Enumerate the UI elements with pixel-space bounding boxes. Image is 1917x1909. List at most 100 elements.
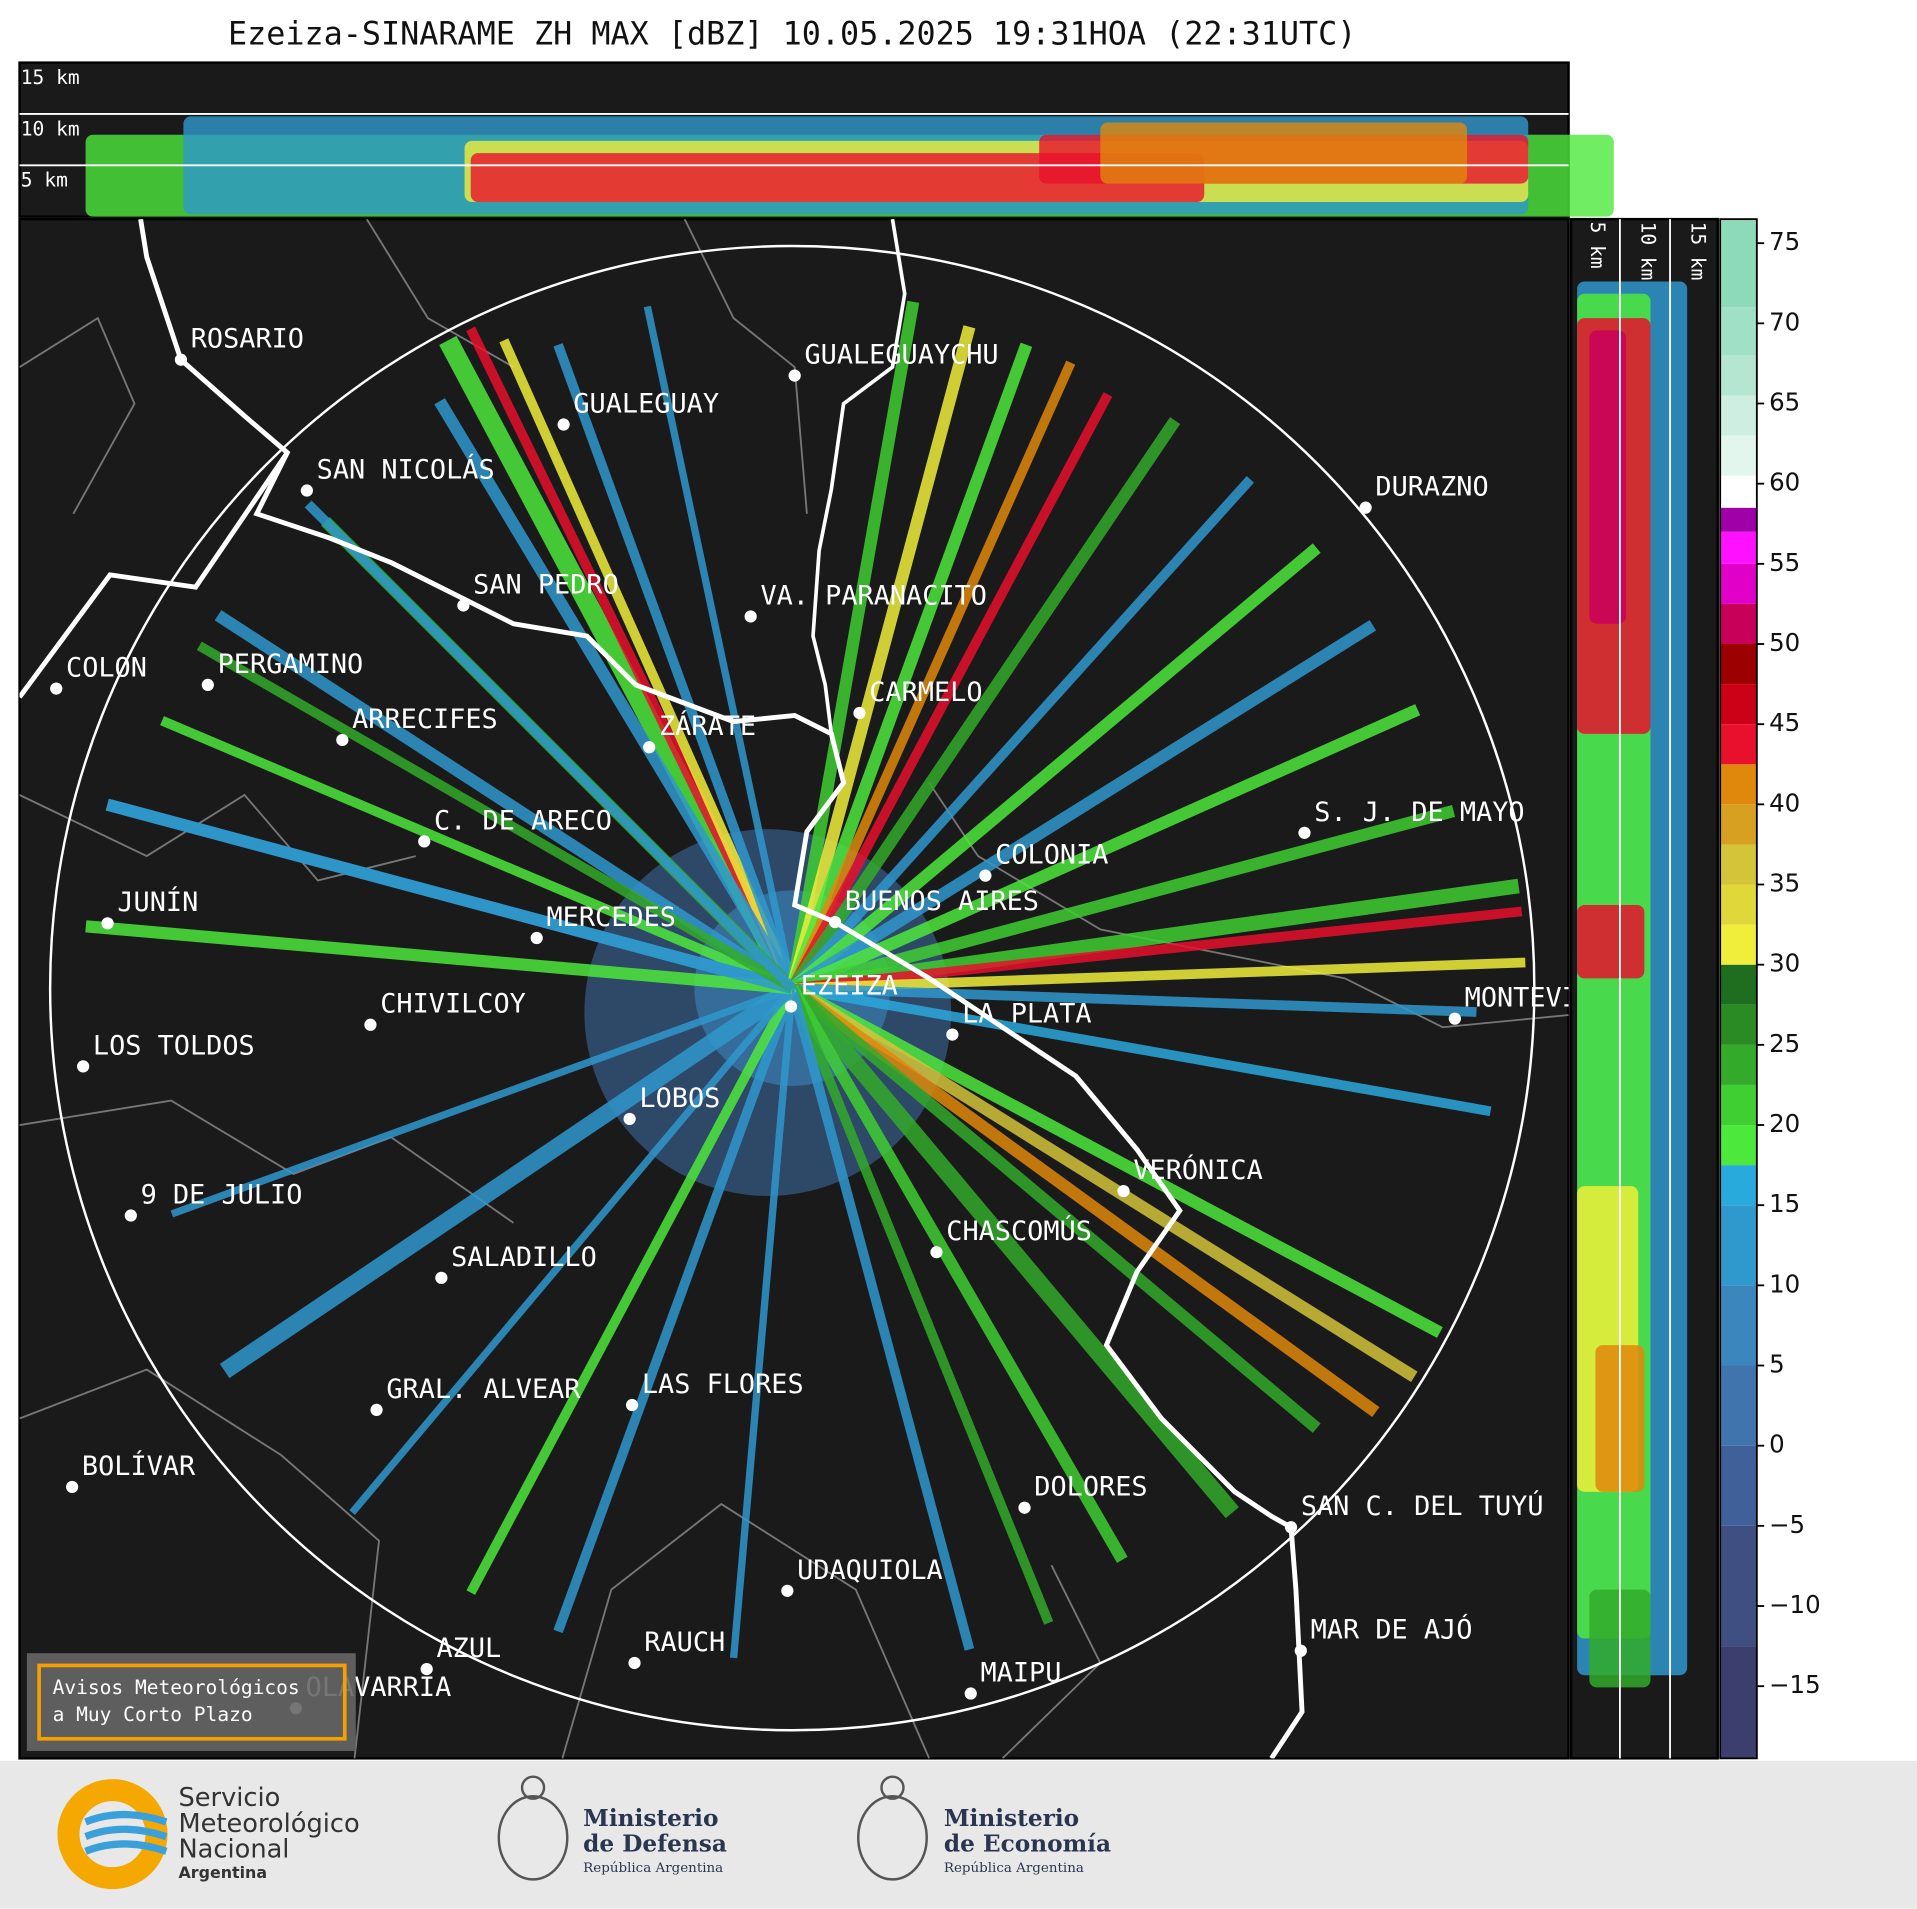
km-label: 15 km [1686,222,1709,281]
echo-ray [553,986,797,1634]
color-step [1720,1285,1757,1366]
echo-ray [466,985,797,1595]
rivers [19,219,1305,1759]
city-label: UDAQUIOLA [797,1555,943,1586]
city-dot [50,682,63,695]
city-dot [101,917,114,930]
city-dot [77,1060,90,1073]
title: Ezeiza-SINARAME ZH MAX [dBZ] 10.05.2025 … [228,17,1356,53]
city-label: 9 DE JULIO [141,1179,303,1210]
echo-ray [643,305,796,989]
city-label: DURAZNO [1375,472,1488,503]
color-step [1720,1004,1757,1045]
echo-ray [788,476,1254,992]
city-dot [300,484,313,497]
city-label: EZEIZA [801,970,898,1001]
city-label: SAN PEDRO [473,569,619,600]
city-dot [784,1000,798,1013]
city-dot [1448,1012,1461,1025]
echo-ray [785,982,1239,1519]
city-dot [124,1209,137,1222]
color-step [1720,507,1757,532]
color-step [1720,1125,1757,1166]
city-label: LOS TOLDOS [93,1030,255,1061]
city-dot [1284,1521,1298,1534]
echo-ray [499,338,797,991]
color-step [1720,644,1757,685]
city-dot [828,915,842,929]
km-label: 5 km [21,169,68,192]
city-dot [788,369,801,382]
tick-label: 60 [1769,468,1800,497]
city-label: SAN NICOLÁS [317,453,495,485]
city-label: CHIVILCOY [380,989,526,1020]
city-label: RAUCH [644,1627,725,1658]
echo-ray [787,360,1076,991]
city-label: MONTEVIDEO [1465,983,1627,1014]
echo-ray [788,543,1321,993]
color-step [1720,1165,1757,1206]
color-step [1720,964,1757,1005]
km-label: 10 km [21,117,80,140]
echo-ray [791,906,1523,993]
city-dot [1018,1501,1031,1514]
notice-text: a Muy Corto Plazo [53,1703,253,1726]
tick-label: 25 [1769,1029,1800,1058]
ministry-text: República Argentina [583,1861,723,1876]
tick-label: 0 [1769,1430,1785,1459]
city-label: VERÓNICA [1133,1154,1262,1186]
city-dot [853,706,866,720]
color-step [1720,531,1757,564]
map-content: ROSARIO GUALEGUAYCHU GUALEGUAY SAN NICOLÁS D… [19,219,1627,1759]
city-label: VA. PARANACITO [760,580,987,611]
echo-ray [553,343,797,990]
color-step [1720,844,1757,885]
city-dot [201,678,214,692]
echo-ray [787,392,1113,991]
city-label: S. J. DE MAYO [1314,797,1524,828]
city-label: GRAL. ALVEAR [386,1374,581,1405]
echo-ray [792,957,1526,994]
city-dot [1294,1644,1307,1657]
city-dot [1298,826,1311,839]
echo-ray [788,982,1418,1383]
km-label: 5 km [1586,222,1609,269]
city-label: CARMELO [869,677,982,708]
color-step [1720,1445,1757,1526]
city-label: BUENOS AIRES [845,886,1039,917]
color-step [1720,1044,1757,1085]
tick-label: −5 [1769,1510,1805,1539]
color-step [1720,1084,1757,1126]
echo [1577,904,1645,979]
echo-ray [792,983,1477,1017]
echo-ray [786,985,1128,1563]
tick-label: 35 [1769,869,1800,898]
shield [497,1775,928,1881]
echo-ray [786,300,920,990]
echo-ray [788,983,1380,1418]
city-label: COLON [66,653,147,684]
city-label: MAR DE AJÓ [1311,1614,1473,1646]
notice-box [26,1653,356,1752]
smn-text: Servicio [178,1783,280,1813]
city-dot [435,1271,448,1284]
range-ring [48,244,1536,1732]
echo-ray [219,981,798,1379]
smn-text: Nacional [178,1835,289,1865]
tick-label: 5 [1769,1350,1785,1379]
echo [1100,122,1468,184]
tick-label: 55 [1769,548,1800,577]
echo-ray [170,984,794,1218]
city-dot [625,1398,639,1412]
color-step [1720,475,1757,508]
city-dot [623,1112,636,1126]
km-label: 15 km [21,66,80,89]
footer [0,1760,1917,1909]
tick-label: 70 [1769,307,1800,336]
tick-label: 15 [1769,1189,1800,1218]
city-dot [457,599,470,612]
km-label: 10 km [1636,222,1659,281]
ministry-text: República Argentina [944,1861,1084,1876]
city-dot [418,835,431,848]
